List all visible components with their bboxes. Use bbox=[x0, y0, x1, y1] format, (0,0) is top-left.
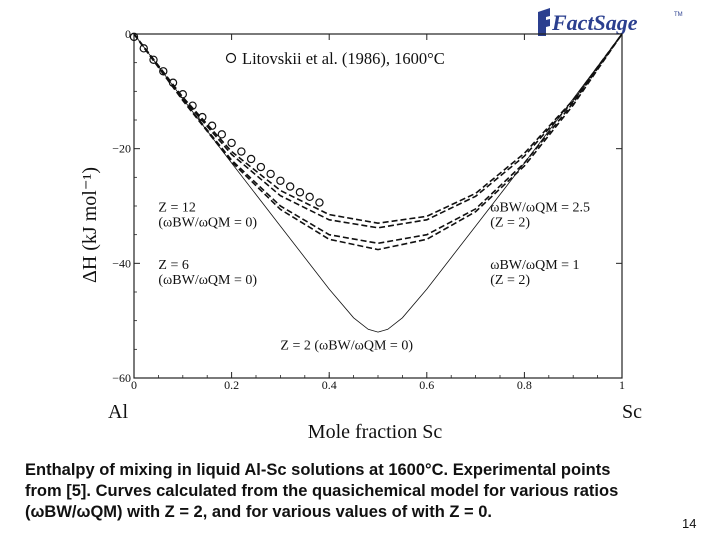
series-curve-1 bbox=[133, 33, 623, 225]
data-point bbox=[129, 32, 139, 42]
annotation-label: (ωBW/ωQM = 0) bbox=[158, 216, 257, 231]
caption-line-2: from [5]. Curves calculated from the qua… bbox=[25, 482, 619, 500]
data-point bbox=[188, 101, 197, 110]
series-curve-5 bbox=[133, 33, 623, 333]
x-tick-label: 0.4 bbox=[322, 378, 337, 392]
annotation-label: (ωBW/ωQM = 0) bbox=[158, 273, 257, 288]
factsage-logo-mark bbox=[538, 8, 550, 36]
x-tick-label: 0 bbox=[131, 378, 137, 392]
data-point bbox=[285, 182, 295, 191]
y-tick-label: 0 bbox=[125, 27, 131, 41]
chart-points bbox=[129, 32, 324, 207]
enthalpy-chart: 0 0.2 0.4 0.6 0.8 10−20−40−60 Z = 12(ωBW/ωQM … bbox=[79, 27, 642, 443]
data-point bbox=[266, 169, 275, 179]
data-point bbox=[246, 154, 256, 164]
annotation-label: Z = 6 bbox=[158, 258, 188, 273]
chart-annotations: Z = 12(ωBW/ωQM = 0)Z = 6(ωBW/ωQM = 0)ωBW… bbox=[158, 201, 590, 354]
x-right-end-label: Sc bbox=[622, 401, 642, 423]
data-point bbox=[217, 130, 227, 139]
factsage-logo-tm: TM bbox=[674, 12, 683, 18]
data-point bbox=[178, 89, 187, 99]
y-tick-label: −20 bbox=[112, 142, 131, 156]
annotation-label: (Z = 2) bbox=[490, 273, 530, 288]
data-point bbox=[139, 44, 148, 53]
chart-legend: Litovskii et al. (1986), 1600°C bbox=[225, 49, 445, 68]
annotation-label: Z = 2 (ωBW/ωQM = 0) bbox=[280, 338, 413, 353]
data-point bbox=[149, 55, 158, 65]
data-point bbox=[315, 198, 324, 207]
figure-caption: Enthalpy of mixing in liquid Al-Sc solut… bbox=[25, 460, 690, 523]
legend-label: Litovskii et al. (1986), 1600°C bbox=[242, 49, 445, 68]
data-point bbox=[227, 138, 236, 148]
caption-line-3: (ωBW/ωQM) with Z = 2, and for various va… bbox=[25, 503, 493, 521]
y-tick-label: −60 bbox=[112, 371, 131, 385]
legend-marker bbox=[225, 52, 237, 64]
x-tick-label: 0.8 bbox=[517, 378, 532, 392]
data-point bbox=[207, 121, 217, 130]
x-left-end-label: Al bbox=[108, 401, 128, 423]
data-point bbox=[305, 192, 314, 202]
page-number: 14 bbox=[682, 516, 697, 531]
caption-line-1: Enthalpy of mixing in liquid Al-Sc solut… bbox=[25, 461, 611, 479]
x-axis-label: Mole fraction Sc bbox=[308, 421, 443, 443]
factsage-logo: FactSage TM bbox=[538, 8, 683, 36]
data-point bbox=[256, 162, 266, 172]
data-point bbox=[295, 188, 305, 197]
chart-ticks: 0 0.2 0.4 0.6 0.8 1 0 −20 −40 −60 bbox=[112, 27, 625, 392]
x-tick-label: 1 bbox=[619, 378, 625, 392]
data-point bbox=[168, 78, 178, 87]
data-point bbox=[198, 112, 207, 122]
factsage-logo-text: FactSage bbox=[551, 10, 638, 35]
chart-curves bbox=[133, 33, 623, 333]
data-point bbox=[237, 147, 246, 156]
y-axis-label: ΔH (kJ mol⁻¹) bbox=[79, 167, 101, 283]
y-tick-label: −40 bbox=[112, 256, 131, 270]
x-tick-label: 0.6 bbox=[419, 378, 434, 392]
annotation-label: (Z = 2) bbox=[490, 216, 530, 231]
data-point bbox=[276, 176, 285, 185]
series-curve-4 bbox=[133, 33, 623, 251]
annotation-label: ωBW/ωQM = 1 bbox=[490, 258, 579, 273]
annotation-label: Z = 12 bbox=[158, 201, 195, 216]
x-tick-label: 0.2 bbox=[224, 378, 239, 392]
annotation-label: ωBW/ωQM = 2.5 bbox=[490, 201, 590, 216]
series-curve-3 bbox=[133, 33, 623, 229]
data-point bbox=[159, 67, 168, 76]
